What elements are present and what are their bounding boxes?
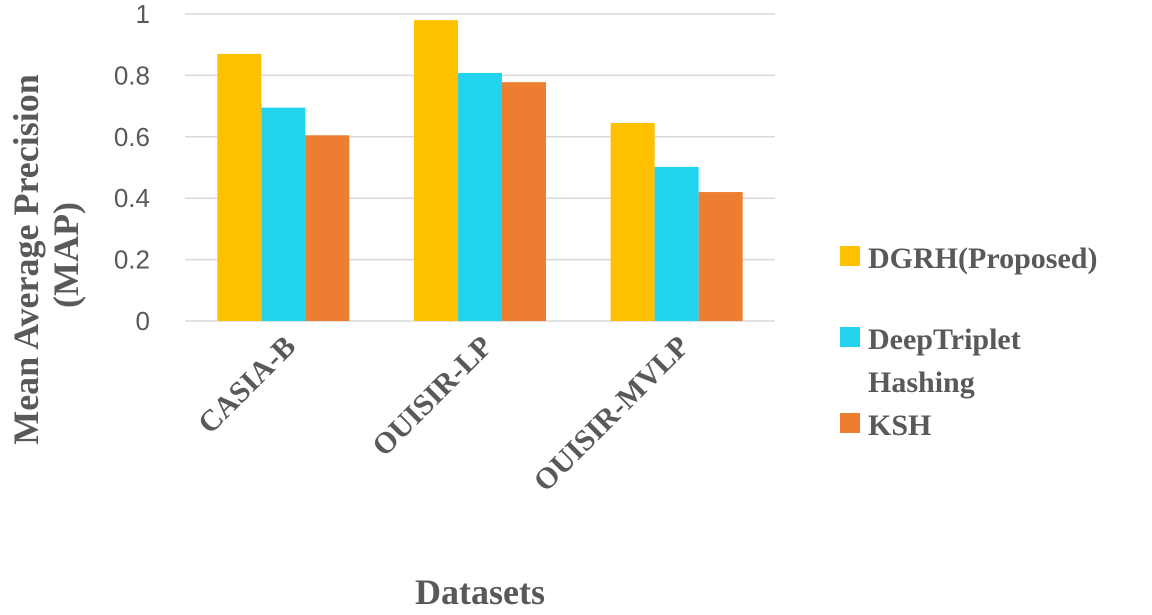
x-category-label: CASIA-B bbox=[192, 330, 303, 441]
legend-label-line: Hashing bbox=[868, 366, 975, 399]
bar bbox=[414, 20, 458, 321]
y-axis-title-line-2: (MAP) bbox=[46, 202, 86, 308]
bar bbox=[654, 166, 699, 321]
y-tick-label: 0.2 bbox=[114, 245, 150, 275]
y-tick-label: 0.6 bbox=[114, 122, 150, 152]
y-axis-ticks: 0 0.2 0.4 0.6 0.8 1 bbox=[114, 0, 150, 336]
bar bbox=[502, 82, 546, 322]
legend-label: DeepTriplet Hashing bbox=[868, 323, 1021, 399]
bar bbox=[261, 107, 306, 321]
legend-label-line: KSH bbox=[868, 409, 931, 442]
y-tick-label: 1 bbox=[136, 0, 150, 29]
legend-label: DGRH(Proposed) bbox=[868, 242, 1097, 275]
legend-label-line: DeepTriplet bbox=[868, 323, 1021, 356]
legend-swatch bbox=[840, 246, 860, 266]
legend-label: KSH bbox=[868, 409, 931, 442]
bar bbox=[305, 135, 350, 321]
bar bbox=[610, 122, 655, 321]
x-axis-title: Datasets bbox=[415, 572, 545, 610]
y-axis-title: Mean Average Precision (MAP) bbox=[6, 65, 86, 445]
y-tick-label: 0.4 bbox=[114, 183, 150, 213]
bar bbox=[698, 192, 743, 321]
legend-swatch bbox=[840, 327, 860, 347]
bar bbox=[458, 72, 502, 321]
legend-label-line: DGRH(Proposed) bbox=[868, 242, 1097, 275]
bar bbox=[217, 53, 262, 321]
bars bbox=[217, 20, 743, 322]
y-tick-label: 0 bbox=[136, 306, 150, 336]
x-category-label: OUISIR-MVLP bbox=[527, 330, 695, 498]
y-axis-title-line-1: Mean Average Precision bbox=[6, 74, 46, 445]
legend: DGRH(Proposed) DeepTriplet Hashing KSH bbox=[840, 242, 1097, 442]
x-category-label: OUISIR-LP bbox=[366, 330, 499, 463]
legend-swatch bbox=[840, 413, 860, 433]
y-tick-label: 0.8 bbox=[114, 60, 150, 90]
x-axis-category-labels: CASIA-B OUISIR-LP OUISIR-MVLP bbox=[192, 330, 696, 498]
